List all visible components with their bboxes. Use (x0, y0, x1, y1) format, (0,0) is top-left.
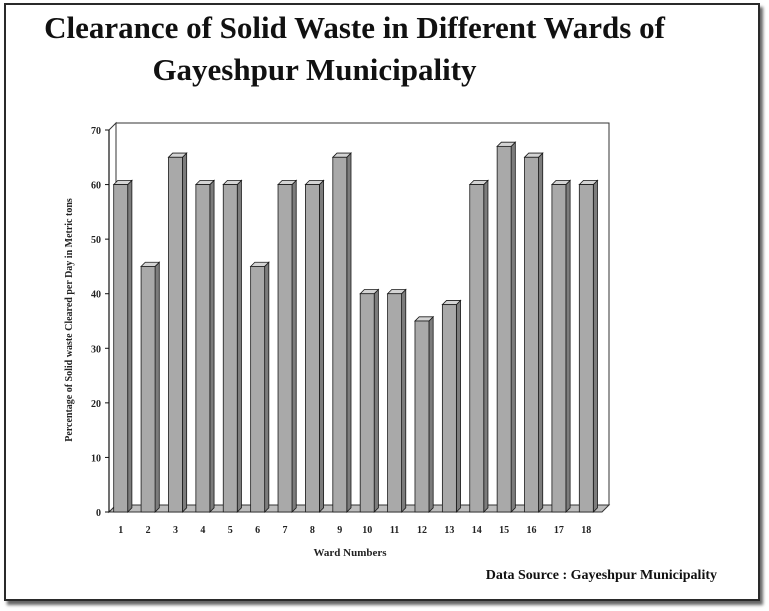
bar-side (401, 288, 407, 513)
y-tick-label: 50 (91, 235, 101, 246)
bar-ward-9 (332, 156, 348, 513)
data-source-note: Data Source : Gayeshpur Municipality (485, 568, 717, 583)
x-tick-label: 13 (444, 525, 454, 536)
chart-bars (112, 141, 599, 513)
y-tick-label: 60 (91, 181, 101, 192)
bar-ward-6 (250, 266, 266, 513)
bar-side (319, 179, 325, 513)
bar-side (346, 152, 352, 513)
x-tick-label: 7 (283, 525, 288, 536)
bar-side (154, 261, 160, 513)
bar-ward-1 (113, 184, 129, 513)
bar-ward-8 (305, 184, 320, 513)
bar-side (483, 179, 489, 513)
x-tick-label: 8 (310, 525, 315, 536)
bar-side (291, 179, 297, 513)
x-tick-label: 18 (581, 525, 591, 536)
bar-ward-10 (359, 293, 375, 513)
y-tick-label: 70 (91, 126, 101, 137)
bar-ward-11 (387, 293, 402, 513)
x-tick-label: 9 (337, 525, 342, 536)
chart-title-line-2: Gayeshpur Municipality (152, 52, 477, 87)
bar-side (236, 179, 242, 513)
x-tick-label: 1 (118, 525, 123, 536)
bar-side (592, 179, 598, 513)
bar-ward-18 (578, 184, 594, 513)
x-tick-label: 14 (472, 525, 482, 536)
bar-ward-5 (222, 184, 238, 513)
bar-ward-3 (168, 156, 183, 513)
y-tick-label: 0 (96, 508, 101, 519)
bar-ward-2 (140, 266, 156, 513)
bar-side (428, 315, 434, 513)
bar-side (264, 261, 270, 513)
bar-side (455, 299, 461, 513)
x-tick-label: 3 (173, 525, 178, 536)
x-axis-label: Ward Numbers (313, 547, 387, 559)
x-tick-label: 4 (200, 525, 205, 536)
y-tick-label: 10 (91, 453, 101, 464)
bar-side (209, 179, 215, 513)
bar-ward-7 (277, 184, 293, 513)
y-axis-label: Percentage of Solid waste Cleared per Da… (64, 198, 75, 442)
y-tick-label: 20 (91, 399, 101, 410)
x-tick-label: 11 (390, 525, 399, 536)
y-tick-label: 30 (91, 344, 101, 355)
bar-side (127, 179, 133, 513)
bar-side (565, 179, 571, 513)
y-tick-label: 40 (91, 290, 101, 301)
x-tick-label: 12 (417, 525, 427, 536)
x-tick-label: 16 (527, 525, 537, 536)
x-tick-label: 5 (228, 525, 233, 536)
bar-ward-15 (496, 145, 512, 513)
bar-ward-16 (524, 156, 539, 513)
bar-side (538, 152, 544, 513)
x-tick-label: 2 (146, 525, 151, 536)
bar-ward-4 (195, 184, 211, 513)
bar-ward-17 (551, 184, 567, 513)
x-tick-label: 6 (255, 525, 260, 536)
bar-side (373, 288, 379, 513)
chart-title-line-1: Clearance of Solid Waste in Different Wa… (44, 10, 665, 45)
bar-side (182, 152, 188, 513)
x-tick-label: 15 (499, 525, 509, 536)
x-tick-label: 17 (554, 525, 564, 536)
bar-side (510, 141, 516, 513)
bar-ward-14 (469, 184, 485, 513)
bar-ward-12 (414, 320, 430, 513)
x-tick-label: 10 (362, 525, 372, 536)
bar-ward-13 (441, 304, 457, 513)
